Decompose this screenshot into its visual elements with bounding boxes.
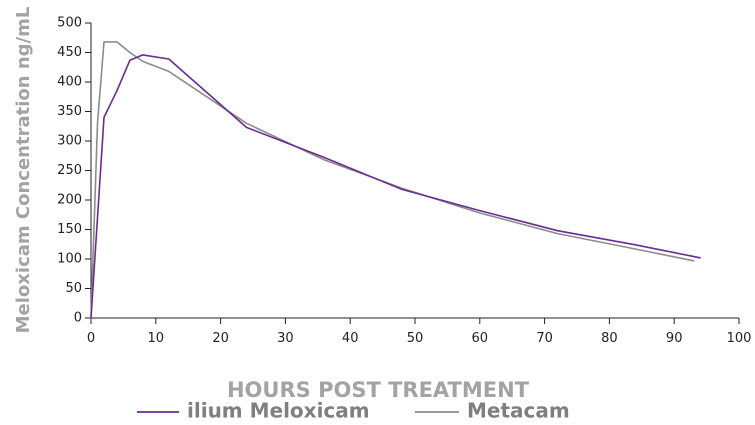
x-tick-label: 60 [472, 331, 489, 346]
x-axis-title: HOURS POST TREATMENT [227, 378, 530, 402]
legend-label-metacam: Metacam [467, 399, 570, 423]
y-tick-label: 200 [57, 193, 82, 208]
x-tick-label: 40 [342, 331, 359, 346]
x-tick-label: 30 [277, 331, 294, 346]
y-axis-ticks: 0 50 100 150 200 250 300 350 400 450 500 [57, 16, 91, 326]
series-line-ilium-meloxicam [90, 54, 701, 319]
y-tick-label: 300 [57, 134, 82, 149]
x-tick-label: 70 [536, 331, 553, 346]
series-line-metacam [90, 41, 695, 319]
y-tick-label: 50 [65, 281, 82, 296]
y-tick-label: 250 [57, 163, 82, 178]
x-tick-label: 20 [212, 331, 229, 346]
y-tick-label: 400 [57, 75, 82, 90]
x-tick-label: 80 [601, 331, 618, 346]
y-axis-title: Meloxicam Concentration ng/mL [13, 7, 34, 334]
legend-label-ilium-meloxicam: ilium Meloxicam [187, 399, 370, 423]
y-tick-label: 350 [57, 104, 82, 119]
x-tick-label: 0 [87, 331, 95, 346]
y-tick-label: 150 [57, 222, 82, 237]
y-tick-label: 500 [57, 16, 82, 31]
x-tick-label: 50 [407, 331, 424, 346]
y-tick-label: 450 [57, 45, 82, 60]
x-tick-label: 100 [727, 331, 752, 346]
x-tick-label: 10 [148, 331, 165, 346]
x-axis-ticks: 0 10 20 30 40 50 60 70 80 90 100 [87, 318, 752, 346]
y-tick-label: 100 [57, 252, 82, 267]
x-tick-label: 90 [666, 331, 683, 346]
legend: ilium Meloxicam Metacam [137, 399, 570, 423]
y-tick-label: 0 [74, 311, 82, 326]
series-layer [90, 41, 701, 319]
